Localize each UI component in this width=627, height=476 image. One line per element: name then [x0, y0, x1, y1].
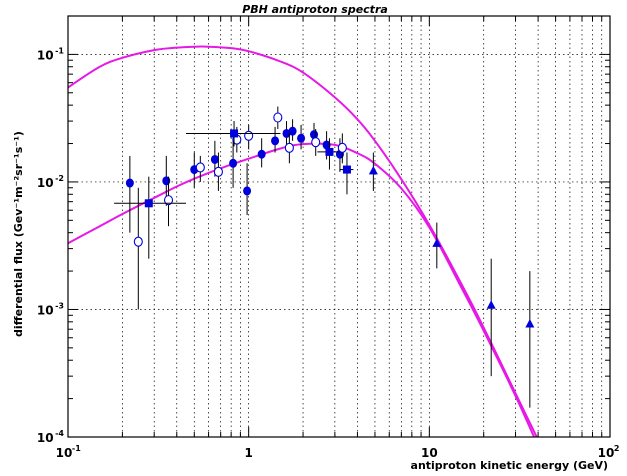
data-point-circle-filled	[257, 138, 266, 168]
marker-circle-open	[273, 112, 283, 123]
y-tick-label-exp: -2	[55, 174, 64, 183]
x-tick-label-exp: -1	[72, 444, 81, 453]
y-tick-label-exp: -4	[55, 429, 64, 438]
marker-triangle-filled	[432, 238, 442, 247]
model-curve-2	[68, 142, 536, 437]
marker-triangle-filled	[368, 165, 378, 175]
data-point-circle-filled	[288, 119, 297, 141]
y-tick-label-base: 10	[37, 176, 54, 190]
data-point-triangle-filled	[486, 258, 496, 377]
marker-square-filled	[144, 199, 153, 208]
y-tick-label: 10 -2	[37, 174, 64, 190]
data-point-triangle-filled	[368, 152, 378, 191]
data-point-circle-open	[337, 133, 347, 164]
y-tick-label-base: 10	[37, 48, 54, 62]
x-tick-label: 10 2	[598, 444, 620, 460]
marker-circle-filled	[282, 128, 291, 138]
marker-circle-open	[337, 142, 347, 153]
axis-ticks	[67, 15, 610, 438]
y-tick-label: 10 -3	[37, 301, 64, 317]
marker-circle-open	[163, 195, 174, 206]
marker-circle-filled	[162, 176, 171, 186]
marker-circle-open	[195, 162, 205, 173]
x-tick-label-base: 10	[598, 446, 615, 460]
x-tick-label-exp: 2	[614, 444, 620, 453]
x-tick-label-base: 10	[421, 446, 438, 460]
y-tick-label-base: 10	[37, 431, 54, 445]
marker-circle-filled	[243, 186, 252, 196]
marker-circle-filled	[271, 136, 280, 146]
marker-circle-filled	[288, 126, 297, 136]
y-tick-label-base: 10	[37, 303, 54, 317]
data-point-circle-filled	[229, 140, 238, 188]
data-point-circle-filled	[243, 163, 252, 216]
data-point-circle-open	[244, 124, 254, 150]
data-point-triangle-filled	[525, 271, 535, 408]
marker-circle-filled	[125, 178, 134, 188]
x-tick-label: 10 -1	[56, 444, 82, 460]
model-curves	[68, 45, 538, 437]
y-axis-label: differential flux (Gev⁻¹m⁻²sr⁻¹s⁻¹)	[12, 131, 25, 337]
x-tick-label: 1	[244, 446, 252, 460]
x-tick-label-base: 10	[56, 446, 73, 460]
data-point-circle-filled	[125, 155, 134, 233]
data-point-circle-filled	[297, 124, 306, 150]
marker-circle-open	[284, 142, 294, 153]
tick-labels: 10 -1 1 10 10 210 -410 -310 -210 -1	[37, 46, 620, 460]
data-point-circle-open	[311, 129, 321, 156]
x-tick-label-base: 1	[244, 446, 252, 460]
marker-circle-open	[213, 166, 223, 177]
x-tick-label: 10	[421, 446, 438, 460]
marker-circle-open	[244, 130, 254, 141]
data-point-square-filled	[339, 152, 354, 195]
data-point-circle-open	[213, 152, 223, 191]
x-axis-label: antiproton kinetic energy (GeV)	[411, 459, 608, 472]
data-point-square-filled	[186, 121, 281, 147]
marker-square-filled	[342, 165, 351, 174]
marker-square-filled	[325, 147, 334, 156]
marker-circle-filled	[229, 158, 238, 168]
plot-frame	[67, 15, 611, 438]
data-point-circle-open	[195, 155, 205, 182]
marker-circle-filled	[257, 149, 266, 159]
marker-circle-filled	[322, 140, 331, 150]
marker-circle-filled	[297, 133, 306, 143]
chart-title: PBH antiproton spectra	[242, 3, 388, 16]
y-tick-label-exp: -3	[55, 301, 64, 310]
data-point-circle-open	[284, 133, 294, 164]
data-point-triangle-filled	[432, 222, 442, 269]
data-point-square-filled	[317, 138, 340, 170]
y-tick-label-exp: -1	[55, 46, 64, 55]
y-tick-label: 10 -1	[37, 46, 65, 62]
model-curve-1	[68, 45, 538, 437]
data-point-circle-filled	[282, 121, 291, 147]
marker-circle-open	[311, 137, 321, 148]
marker-triangle-filled	[486, 300, 496, 309]
data-point-circle-open	[163, 176, 174, 227]
marker-square-filled	[230, 129, 239, 138]
marker-triangle-filled	[525, 318, 535, 328]
marker-circle-open	[133, 236, 143, 247]
y-tick-label: 10 -4	[37, 429, 65, 445]
data-point-circle-filled	[271, 126, 280, 153]
data-point-circle-open	[133, 187, 143, 310]
grid	[68, 16, 610, 437]
marker-circle-filled	[210, 154, 219, 164]
data-points	[114, 106, 535, 408]
data-point-circle-open	[273, 106, 283, 130]
data-point-square-filled	[114, 176, 187, 259]
